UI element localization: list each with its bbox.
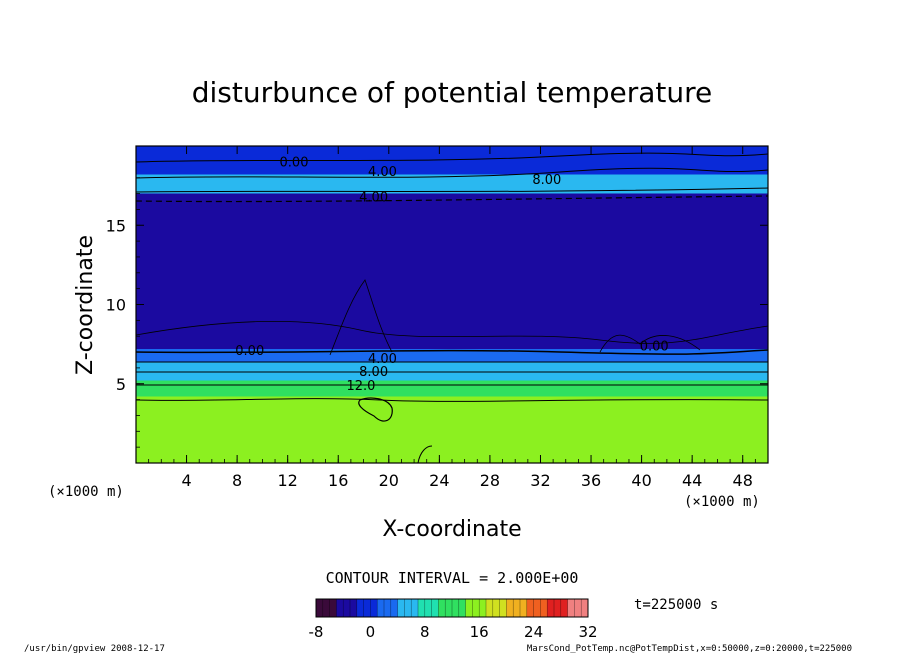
- y-tick-label: 10: [106, 296, 126, 315]
- colorbar-cell: [322, 599, 331, 617]
- x-tick-label: 24: [429, 471, 449, 490]
- contour-label: 4.00: [368, 352, 397, 367]
- x-tick-label: 20: [379, 471, 399, 490]
- colorbar-cell: [377, 599, 385, 617]
- colorbar-cell: [316, 599, 324, 617]
- colorbar-cells: [315, 599, 589, 617]
- colorbar-cell: [356, 599, 365, 617]
- colorbar-cell: [513, 599, 521, 617]
- x-tick-label: 36: [581, 471, 601, 490]
- colorbar-tick-label: 0: [366, 623, 376, 641]
- colorbar-cell: [390, 599, 399, 617]
- contour-interval: CONTOUR INTERVAL = 2.000E+00: [326, 569, 579, 587]
- colorbar-cell: [424, 599, 433, 617]
- colorbar-tick-label: 24: [524, 623, 543, 641]
- colorbar-cell: [506, 599, 514, 617]
- colorbar-cell: [526, 599, 535, 617]
- colorbar-cell: [560, 599, 569, 617]
- contour-label: 0.00: [235, 344, 264, 359]
- colorbar-cell: [479, 599, 487, 617]
- y-tick-label: 5: [116, 375, 126, 394]
- contour-label: 12.0: [347, 379, 376, 394]
- colorbar-cell: [384, 599, 392, 617]
- colorbar-cell: [329, 599, 337, 617]
- chart-title: disturbunce of potential temperature: [192, 76, 713, 109]
- contour-label: 0.00: [640, 339, 669, 354]
- colorbar-cell: [438, 599, 446, 617]
- y-axis-ticks: 5 10 15: [106, 161, 768, 448]
- x-unit-right: (×1000 m): [684, 494, 760, 510]
- colorbar-cell: [547, 599, 555, 617]
- colorbar-cell: [499, 599, 507, 617]
- x-tick-label: 16: [328, 471, 348, 490]
- colorbar-cell: [363, 599, 371, 617]
- colorbar-tick-label: -8: [309, 623, 324, 641]
- colorbar-cell: [472, 599, 480, 617]
- y-tick-label: 15: [106, 216, 126, 235]
- x-unit-left: (×1000 m): [48, 484, 124, 500]
- colorbar-cell: [554, 599, 562, 617]
- x-axis-ticks: 4 8 12 16 20 24 28 32 36 40 44 48: [148, 146, 756, 490]
- colorbar-cell: [418, 599, 426, 617]
- time-label: t=225000 s: [634, 597, 718, 613]
- colorbar-cell: [465, 599, 473, 617]
- colorbar-cell: [343, 599, 351, 617]
- contour-label: 8.00: [532, 173, 561, 188]
- x-tick-label: 28: [480, 471, 500, 490]
- colorbar: -8 0 8 16 24 32: [309, 598, 598, 641]
- colorbar-cell: [452, 599, 460, 617]
- heatmap-field: [136, 146, 768, 463]
- colorbar-cell: [404, 599, 412, 617]
- y-axis-label: Z-coordinate: [73, 235, 98, 375]
- colorbar-cell: [567, 599, 575, 617]
- colorbar-cell: [336, 599, 344, 617]
- footer-left: /usr/bin/gpview 2008-12-17: [24, 644, 165, 654]
- colorbar-cell: [458, 599, 467, 617]
- x-tick-label: 8: [232, 471, 242, 490]
- x-tick-label: 32: [530, 471, 550, 490]
- contour-label: 4.00: [359, 190, 388, 205]
- colorbar-cell: [397, 599, 405, 617]
- x-axis-label: X-coordinate: [382, 517, 521, 542]
- x-tick-label: 4: [181, 471, 191, 490]
- colorbar-cell: [486, 599, 494, 617]
- colorbar-tick-label: 32: [578, 623, 597, 641]
- colorbar-ticks: -8 0 8 16 24 32: [309, 623, 598, 641]
- contour-lines: [136, 152, 768, 463]
- colorbar-cell: [533, 599, 541, 617]
- colorbar-tick-label: 16: [470, 623, 489, 641]
- x-tick-label: 40: [631, 471, 651, 490]
- colorbar-cell: [520, 599, 528, 617]
- colorbar-cell: [492, 599, 501, 617]
- footer-right: MarsCond_PotTemp.nc@PotTempDist,x=0:5000…: [527, 644, 852, 654]
- colorbar-cell: [574, 599, 582, 617]
- colorbar-tick-label: 8: [420, 623, 430, 641]
- colorbar-cell: [445, 599, 453, 617]
- colorbar-cell: [370, 599, 378, 617]
- x-tick-label: 48: [733, 471, 753, 490]
- colorbar-cell: [581, 599, 589, 617]
- contour-label: 8.00: [359, 365, 388, 380]
- x-tick-label: 44: [682, 471, 702, 490]
- colorbar-cell: [350, 599, 358, 617]
- colorbar-cell: [431, 599, 439, 617]
- x-tick-label: 12: [278, 471, 298, 490]
- contour-label: 0.00: [280, 156, 309, 171]
- colorbar-cell: [540, 599, 548, 617]
- colorbar-frame: [315, 598, 589, 618]
- contour-label: 4.00: [368, 165, 397, 180]
- colorbar-cell: [411, 599, 419, 617]
